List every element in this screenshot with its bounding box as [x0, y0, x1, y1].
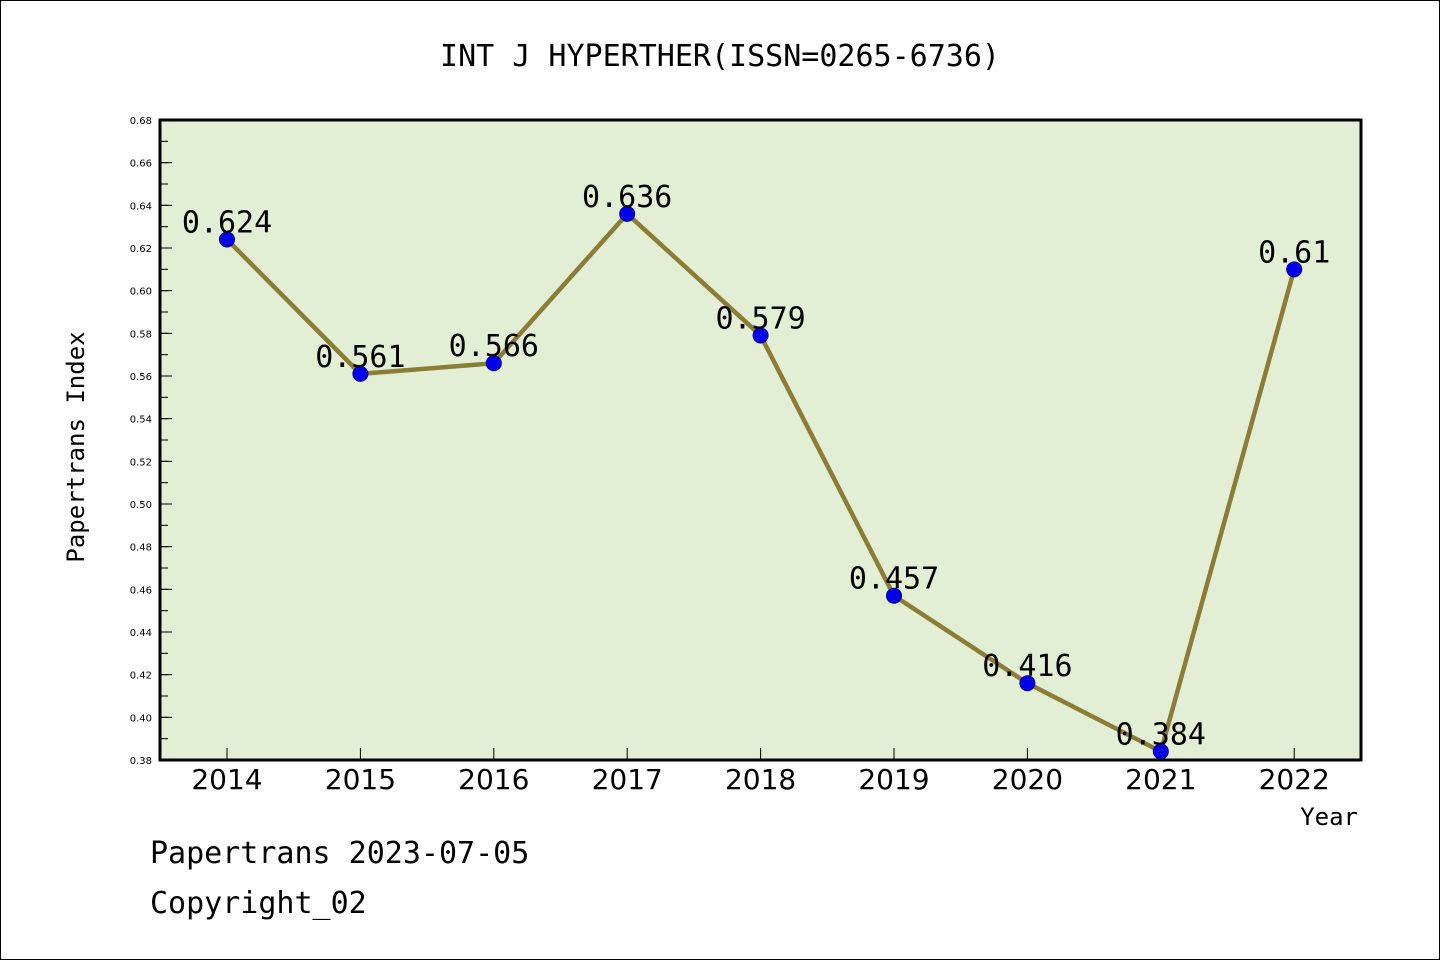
x-axis-label: Year	[1300, 803, 1358, 831]
data-label: 0.561	[315, 340, 405, 375]
y-tick-label: 0.38	[130, 756, 152, 767]
y-tick-label: 0.52	[130, 457, 152, 468]
data-point	[886, 587, 902, 604]
series-markers	[219, 205, 1303, 760]
x-tick-label: 2018	[725, 763, 796, 796]
data-label: 0.636	[582, 180, 672, 215]
data-label: 0.624	[182, 205, 272, 240]
chart-title: INT J HYPERTHER(ISSN=0265-6736)	[440, 39, 1000, 74]
y-tick-label: 0.68	[130, 116, 152, 127]
data-point	[485, 355, 502, 372]
data-label: 0.579	[715, 301, 805, 336]
x-tick-label: 2022	[1259, 763, 1330, 796]
x-tick-label: 2014	[191, 763, 262, 796]
y-tick-label: 0.60	[130, 287, 152, 298]
x-tick-label: 2016	[458, 763, 529, 796]
data-point	[619, 205, 636, 222]
data-point	[1019, 675, 1036, 692]
data-label: 0.416	[982, 649, 1072, 684]
y-tick-label: 0.48	[130, 543, 152, 554]
y-tick-label: 0.54	[130, 415, 152, 426]
y-tick-label: 0.44	[130, 628, 152, 639]
x-axis: 2014 2015 2016 2017 2018 2019 2020 2021 2022	[191, 748, 1330, 796]
y-tick-label: 0.50	[130, 500, 152, 511]
y-tick-label: 0.58	[130, 329, 152, 340]
data-point	[752, 327, 769, 344]
y-tick-label: 0.40	[130, 713, 152, 724]
data-point	[219, 231, 235, 248]
data-point	[1286, 261, 1303, 278]
data-label: 0.566	[449, 329, 539, 364]
data-labels: 0.624 0.561 0.566 0.636 0.579 0.457 0.416 0.384…	[182, 180, 1330, 753]
plot-border	[158, 118, 1363, 762]
data-label: 0.384	[1116, 717, 1206, 752]
data-point	[352, 365, 369, 382]
footer-copyright: Copyright_02	[150, 886, 367, 921]
x-tick-label: 2017	[592, 763, 663, 796]
y-tick-label: 0.46	[130, 585, 152, 596]
y-tick-label: 0.42	[130, 671, 152, 682]
x-tick-label: 2019	[858, 763, 929, 796]
plot-area	[160, 120, 1361, 760]
y-tick-label: 0.56	[130, 372, 152, 383]
y-tick-label: 0.64	[130, 201, 152, 212]
x-tick-label: 2015	[325, 763, 396, 796]
x-tick-label: 2020	[992, 763, 1063, 796]
y-axis-label: Papertrans Index	[62, 331, 90, 562]
footer-date: Papertrans 2023-07-05	[150, 836, 529, 871]
y-tick-label: 0.66	[130, 159, 152, 170]
x-tick-label: 2021	[1125, 763, 1196, 796]
y-tick-label: 0.62	[130, 244, 152, 255]
data-label: 0.457	[849, 562, 939, 597]
data-label: 0.61	[1258, 235, 1330, 270]
